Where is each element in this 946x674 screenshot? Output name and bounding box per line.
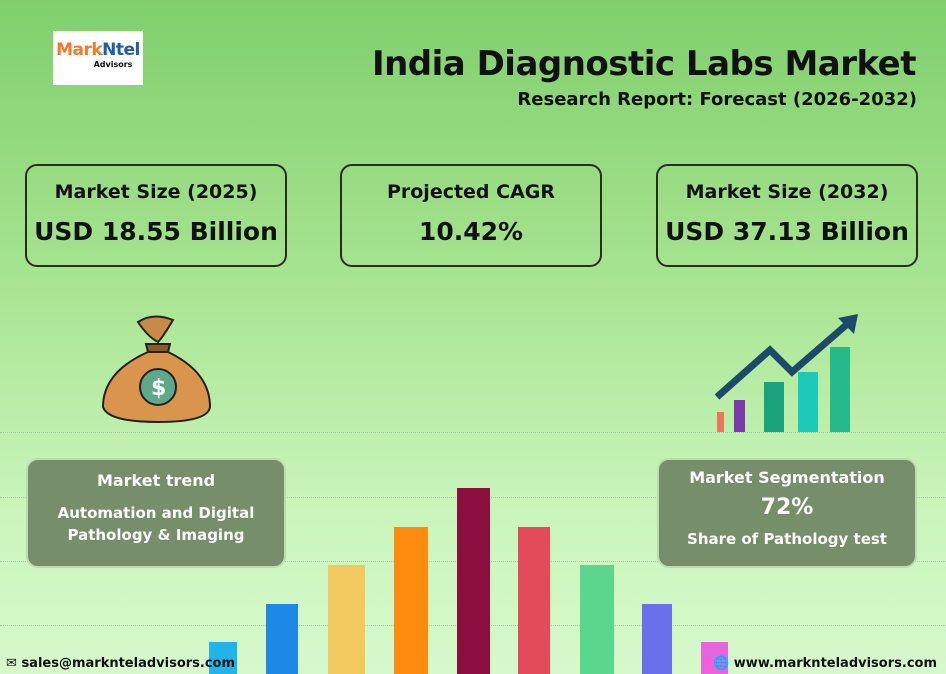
globe-icon: 🌐 bbox=[713, 656, 730, 671]
stat-market-size-2025: Market Size (2025) USD 18.55 Billion bbox=[25, 164, 287, 267]
page-title: India Diagnostic Labs Market bbox=[371, 44, 917, 84]
segmentation-value: 72% bbox=[760, 495, 814, 520]
market-segmentation-card: Market Segmentation 72% Share of Patholo… bbox=[657, 458, 917, 568]
stat-value: USD 18.55 Billion bbox=[34, 217, 278, 246]
segmentation-title: Market Segmentation bbox=[689, 468, 885, 487]
page-subtitle: Research Report: Forecast (2026-2032) bbox=[517, 89, 917, 110]
stat-value: USD 37.13 Billion bbox=[665, 217, 909, 246]
decorative-bar bbox=[457, 488, 490, 674]
decorative-bar bbox=[209, 642, 237, 674]
growth-chart-icon bbox=[714, 314, 858, 432]
stat-label: Market Size (2032) bbox=[685, 181, 889, 203]
mail-icon: ✉ bbox=[6, 656, 17, 671]
stat-cagr: Projected CAGR 10.42% bbox=[340, 164, 602, 267]
decorative-bar bbox=[642, 603, 672, 674]
logo-subtext: Advisors bbox=[93, 60, 133, 69]
website-text[interactable]: www.marknteladvisors.com bbox=[733, 656, 937, 671]
stat-market-size-2032: Market Size (2032) USD 37.13 Billion bbox=[656, 164, 918, 267]
logo-text-a: Mark bbox=[56, 40, 103, 60]
grid-line bbox=[0, 432, 946, 433]
email-text[interactable]: sales@marknteladvisors.com bbox=[21, 656, 236, 671]
market-trend-card: Market trend Automation and Digital Path… bbox=[26, 458, 286, 568]
decorative-bar bbox=[266, 603, 298, 674]
stat-label: Market Size (2025) bbox=[54, 181, 258, 203]
stat-label: Projected CAGR bbox=[386, 181, 556, 203]
segmentation-text: Share of Pathology test bbox=[687, 530, 887, 548]
money-bag-icon: $ bbox=[101, 315, 212, 424]
website-link[interactable]: 🌐 www.marknteladvisors.com bbox=[713, 656, 937, 671]
svg-text:$: $ bbox=[151, 376, 166, 401]
decorative-bar bbox=[328, 565, 365, 674]
marknteladvisors-logo: MarkNtel Advisors bbox=[53, 31, 143, 85]
trend-title: Market trend bbox=[96, 471, 216, 490]
stat-value: 10.42% bbox=[418, 217, 524, 246]
trend-text: Automation and Digital Pathology & Imagi… bbox=[57, 504, 255, 544]
decorative-bar bbox=[518, 526, 550, 674]
decorative-bar bbox=[394, 526, 428, 674]
decorative-bar bbox=[580, 565, 614, 674]
decorative-bar bbox=[701, 642, 728, 674]
email-contact[interactable]: ✉ sales@marknteladvisors.com bbox=[6, 656, 235, 671]
logo-text-b: Ntel bbox=[102, 40, 140, 60]
